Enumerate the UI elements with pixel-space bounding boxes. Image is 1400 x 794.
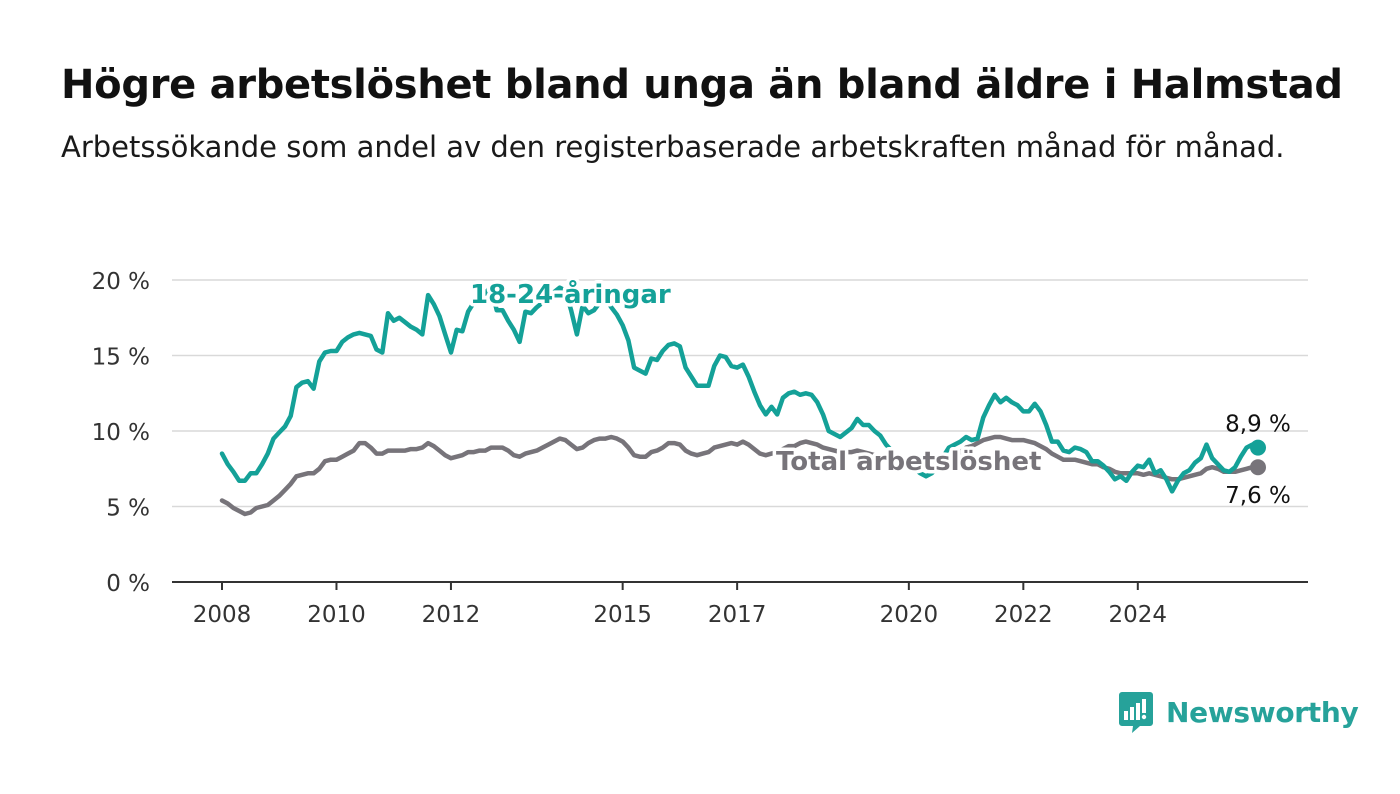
x-tick-label: 2020 bbox=[880, 602, 939, 628]
series-labels: 8,9 %7,6 %18-24-åringar18-24-åringarTota… bbox=[467, 275, 1291, 510]
newsworthy-logo-icon bbox=[1119, 692, 1153, 733]
end-value-label-18-24: 8,9 % bbox=[1225, 412, 1291, 438]
end-value-label-total: 7,6 % bbox=[1225, 483, 1291, 509]
x-tick-label: 2010 bbox=[307, 602, 366, 628]
y-tick-label: 15 % bbox=[92, 345, 150, 371]
y-tick-label: 0 % bbox=[106, 571, 150, 597]
endpoint-18-24 bbox=[1250, 439, 1266, 456]
series-label-18-24: 18-24-åringar bbox=[470, 278, 671, 310]
newsworthy-brand[interactable]: Newsworthy bbox=[1118, 690, 1359, 734]
series-label-total: Total arbetslöshet bbox=[776, 447, 1041, 477]
y-axis-ticks: 0 % 5 % 10 % 15 % 20 % bbox=[92, 269, 150, 597]
y-tick-label: 5 % bbox=[106, 496, 150, 522]
endpoint-total bbox=[1250, 459, 1266, 476]
series-line-18-24 bbox=[219, 283, 1261, 494]
y-tick-label: 10 % bbox=[92, 420, 150, 446]
series-lines bbox=[219, 283, 1266, 517]
x-tick-label: 2022 bbox=[994, 602, 1053, 628]
x-tick-label: 2017 bbox=[708, 602, 767, 628]
x-tick-label: 2024 bbox=[1109, 602, 1168, 628]
x-tick-label: 2012 bbox=[422, 602, 481, 628]
series-label-total-halo: Total arbetslöshet bbox=[776, 447, 1041, 477]
x-tick-label: 2008 bbox=[193, 602, 252, 628]
y-tick-label: 20 % bbox=[92, 269, 150, 295]
chart-title: Högre arbetslöshet bland unga än bland ä… bbox=[61, 62, 1343, 108]
series-label-18-24-halo: 18-24-åringar bbox=[470, 278, 671, 310]
series-line-total bbox=[219, 434, 1261, 517]
brand-name: Newsworthy bbox=[1166, 695, 1359, 729]
gridlines bbox=[172, 279, 1308, 583]
x-tick-label: 2015 bbox=[593, 602, 652, 628]
x-axis-ticks: 2008 2010 2012 2015 2017 2020 2022 2024 bbox=[193, 582, 1167, 628]
chart-subtitle: Arbetssökande som andel av den registerb… bbox=[61, 130, 1285, 164]
